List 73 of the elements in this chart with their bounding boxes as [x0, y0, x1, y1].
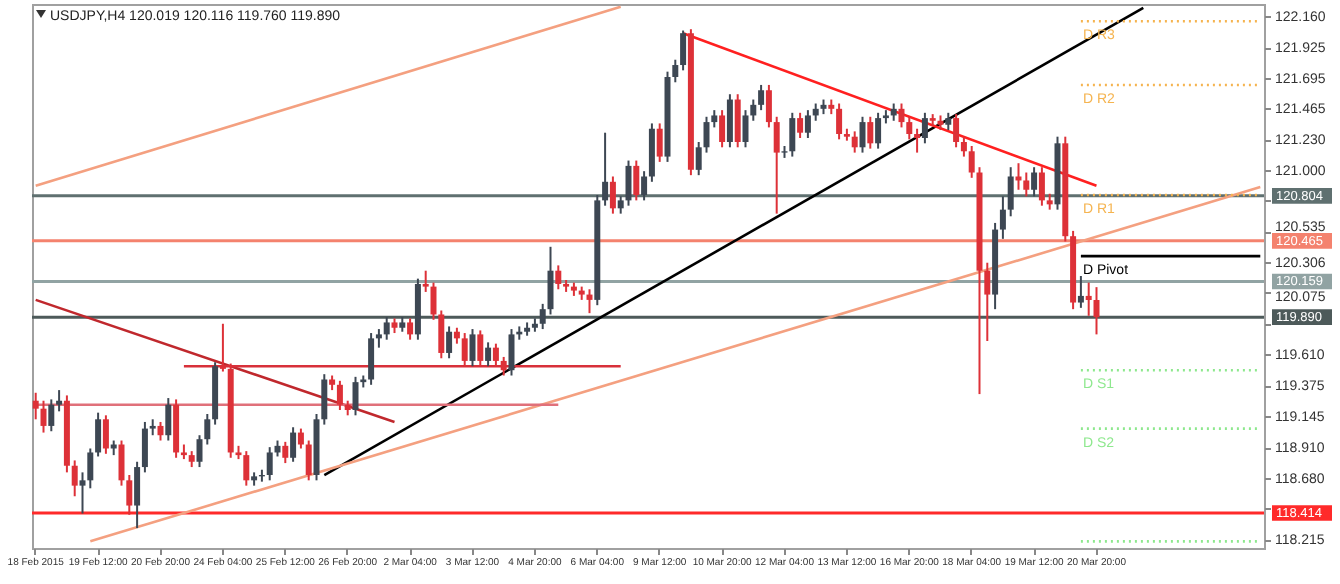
candlestick	[446, 325, 453, 360]
candlestick	[290, 426, 297, 463]
candlestick	[921, 111, 928, 145]
candlestick	[758, 83, 765, 112]
candlestick	[1015, 162, 1022, 191]
candlestick	[305, 439, 312, 482]
candlestick	[851, 130, 858, 154]
candlestick	[602, 131, 609, 207]
candlestick	[648, 122, 655, 183]
candlestick	[485, 341, 492, 368]
candlestick	[719, 109, 726, 149]
candlestick	[336, 379, 343, 412]
candlestick	[282, 440, 289, 465]
candlestick	[859, 115, 866, 154]
candlestick	[157, 420, 164, 442]
candlestick	[914, 127, 921, 154]
candlestick	[672, 58, 679, 84]
candlestick	[71, 459, 78, 498]
candlestick	[953, 113, 960, 149]
candlestick	[773, 115, 780, 215]
candlestick	[368, 332, 375, 386]
candlestick	[898, 102, 905, 129]
candlestick	[641, 170, 648, 202]
candlestick	[765, 83, 772, 129]
candlestick	[742, 109, 749, 149]
candlestick	[32, 391, 39, 421]
candlestick	[1038, 166, 1045, 207]
candlestick	[134, 460, 141, 530]
candlestick	[633, 159, 640, 202]
candlestick	[836, 102, 843, 141]
candlestick	[141, 420, 148, 474]
candlestick	[750, 98, 757, 122]
candlestick	[547, 245, 554, 316]
candlestick	[297, 427, 304, 450]
candlestick	[999, 195, 1006, 240]
candlestick	[789, 111, 796, 158]
candlestick	[1031, 166, 1038, 198]
candlestick	[165, 397, 172, 442]
candlestick	[383, 316, 390, 341]
candlestick	[797, 111, 804, 140]
candlestick	[680, 29, 687, 72]
candlestick	[173, 398, 180, 459]
candlestick	[1077, 275, 1084, 309]
candlestick	[102, 414, 109, 455]
candlestick	[656, 122, 663, 163]
candlestick	[243, 450, 250, 487]
candlestick	[469, 328, 476, 368]
candlestick	[422, 269, 429, 293]
candlestick	[48, 398, 55, 433]
candlestick	[804, 109, 811, 140]
candlestick	[1093, 286, 1100, 336]
candlestick	[734, 93, 741, 149]
candlestick	[375, 328, 382, 349]
candlestick	[95, 411, 102, 458]
candlestick	[407, 317, 414, 341]
candlestick	[960, 135, 967, 158]
candlestick	[555, 264, 562, 291]
candlestick	[625, 159, 632, 207]
candlestick	[1007, 166, 1014, 218]
candlestick	[508, 328, 515, 377]
candlestick	[1023, 171, 1030, 198]
candlestick	[875, 111, 882, 150]
candlestick	[906, 115, 913, 141]
candlestick	[586, 288, 593, 315]
candlestick	[726, 93, 733, 149]
candlestick	[40, 399, 47, 434]
candlestick	[867, 115, 874, 150]
candlestick	[266, 446, 273, 482]
candlestick	[352, 375, 359, 417]
candlestick	[984, 261, 991, 343]
candlestick	[609, 175, 616, 215]
candlestick	[56, 389, 63, 413]
candlestick	[539, 302, 546, 331]
